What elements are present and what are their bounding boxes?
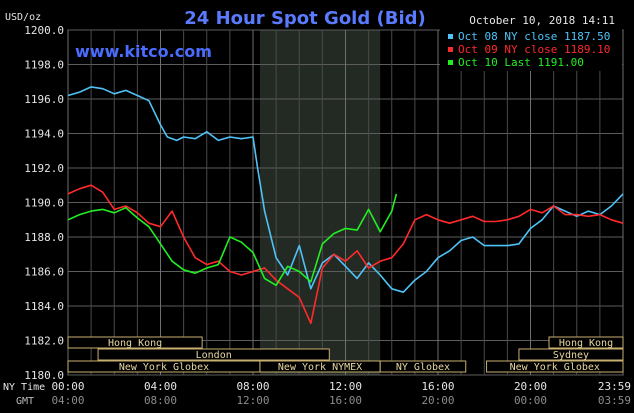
y-tick-label: 1192.0: [24, 162, 64, 175]
y-tick-label: 1182.0: [24, 335, 64, 348]
x-tick-label-gmt: 12:00: [236, 394, 269, 407]
session-label: New York Globex: [119, 362, 209, 373]
legend-oct09: Oct 09 NY close 1189.10: [458, 43, 610, 56]
x-tick-label-ny: 12:00: [329, 380, 362, 393]
legend-swatch-oct08: [448, 34, 453, 39]
series-line-1: [67, 184, 624, 325]
chart-timestamp: October 10, 2018 14:11: [469, 14, 615, 27]
y-axis-unit: USD/oz: [5, 12, 41, 23]
ny-time-label: NY Time: [3, 382, 45, 393]
legend-oct08: Oct 08 NY close 1187.50: [458, 30, 610, 43]
x-tick-label-gmt: 08:00: [144, 394, 177, 407]
session-label: New York NYMEX: [278, 362, 362, 373]
x-tick-label-ny: 20:00: [514, 380, 547, 393]
session-bar: [548, 336, 624, 349]
price-series: [67, 86, 624, 325]
session-bar: [67, 336, 203, 349]
x-tick-label-gmt: 04:00: [51, 394, 84, 407]
y-tick-label: 1200.0: [24, 24, 64, 37]
session-bar: [97, 348, 330, 361]
legend-swatch-oct10: [448, 60, 453, 65]
session-bar: [486, 360, 624, 373]
legend-oct10: Oct 10 Last 1191.00: [458, 56, 584, 69]
x-tick-label-ny: 08:00: [236, 380, 269, 393]
y-tick-label: 1188.0: [24, 231, 64, 244]
y-tick-label: 1196.0: [24, 93, 64, 106]
x-tick-label-ny: 04:00: [144, 380, 177, 393]
session-label: Hong Kong: [559, 338, 613, 349]
x-tick-label-gmt: 03:59: [598, 394, 631, 407]
session-label: Hong Kong: [108, 338, 162, 349]
legend: Oct 08 NY close 1187.50 Oct 09 NY close …: [440, 29, 622, 71]
gmt-label: GMT: [16, 396, 34, 407]
legend-box: [440, 29, 622, 71]
x-tick-label-ny: 23:59: [598, 380, 631, 393]
x-axis: 00:00 04:00 08:00 12:00 16:00 20:00 23:5904:00…: [51, 380, 631, 407]
y-tick-label: 1184.0: [24, 300, 64, 313]
y-tick-label: 1180.0: [24, 369, 64, 382]
session-bar: [379, 360, 467, 373]
x-tick-label-gmt: 20:00: [421, 394, 454, 407]
y-tick-label: 1194.0: [24, 128, 64, 141]
y-tick-label: 1190.0: [24, 197, 64, 210]
session-label: NY Globex: [396, 362, 450, 373]
session-label: London: [196, 350, 232, 361]
y-tick-label: 1186.0: [24, 266, 64, 279]
chart-title: 24 Hour Spot Gold (Bid): [184, 8, 425, 29]
x-tick-label-gmt: 00:00: [514, 394, 547, 407]
x-tick-label-ny: 00:00: [51, 380, 84, 393]
series-line-2: [67, 193, 398, 287]
y-axis: 1200.0 1198.0 1196.0 1194.0 1192.0 1190.0 1188…: [24, 24, 64, 382]
session-bar: [518, 348, 624, 361]
watermark-url: www.kitco.com: [75, 42, 212, 61]
session-label: New York Globex: [510, 362, 600, 373]
x-tick-label-gmt: 16:00: [329, 394, 362, 407]
x-tick-label-ny: 16:00: [421, 380, 454, 393]
y-tick-label: 1198.0: [24, 59, 64, 72]
session-label: Sydney: [553, 350, 589, 361]
legend-swatch-oct09: [448, 47, 453, 52]
